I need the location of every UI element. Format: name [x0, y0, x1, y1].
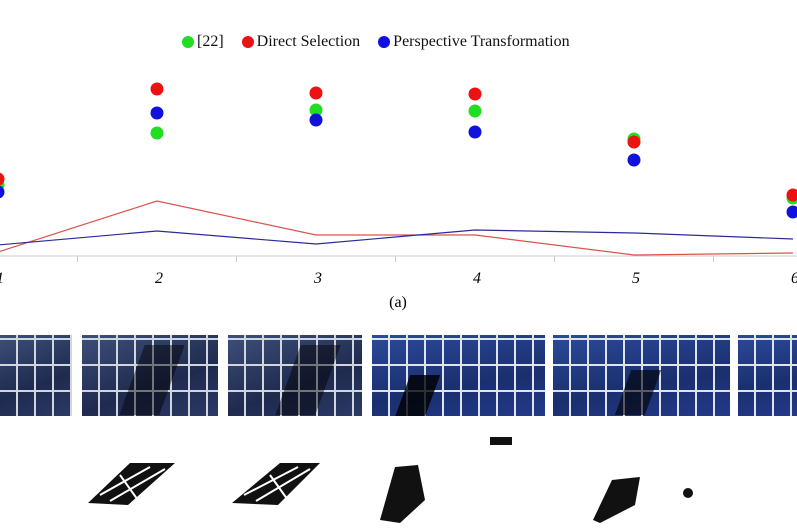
solar-panel-photo: [228, 335, 362, 416]
x-tick-label: 6: [791, 270, 797, 288]
data-point: [0, 172, 5, 186]
shadow-mask: [232, 463, 320, 505]
data-point: [786, 188, 797, 202]
legend-marker-red-icon: [241, 36, 254, 48]
solar-panel-photo: [82, 335, 218, 416]
data-point: [468, 125, 482, 139]
data-point: [309, 86, 323, 100]
x-tick-label: 5: [632, 270, 640, 287]
legend-label: [22]: [197, 33, 224, 50]
legend-marker-blue-icon: [378, 36, 391, 48]
data-point: [150, 106, 164, 120]
shadow-masks: [88, 437, 693, 523]
solar-panel-photo: [738, 335, 797, 416]
x-tick-label: 1: [0, 270, 4, 288]
x-tick-label: 3: [314, 270, 322, 287]
chart-legend: [22] Direct Selection Perspective Transf…: [182, 33, 570, 51]
data-point: [468, 87, 482, 101]
data-point: [309, 113, 323, 127]
data-point: [627, 153, 641, 167]
legend-label: Perspective Transformation: [393, 33, 570, 50]
series-line-perspective-transformation-line-: [0, 229, 794, 246]
figure-caption: (a): [389, 294, 407, 311]
solar-panel-photo: [553, 335, 730, 416]
shadow-mask: [380, 437, 512, 523]
shadow-mask: [593, 477, 693, 523]
series-line-direct-selection-line-: [0, 200, 794, 256]
legend-label: Direct Selection: [256, 33, 361, 50]
shadow-mask: [88, 463, 175, 505]
data-point: [468, 104, 482, 118]
legend-item-direct-selection: Direct Selection: [241, 33, 361, 51]
data-point: [786, 205, 797, 219]
x-tick-label: 4: [473, 270, 481, 287]
solar-panel-photo: [372, 335, 545, 416]
chart-plot: [0, 82, 797, 262]
data-point: [0, 185, 5, 199]
solar-panel-photo: [0, 335, 72, 416]
data-point: [150, 82, 164, 96]
data-point: [309, 103, 323, 117]
legend-marker-green-icon: [182, 36, 194, 48]
data-point: [627, 135, 641, 149]
legend-item-22: [22]: [182, 33, 224, 51]
x-tick-label: 2: [155, 270, 163, 287]
data-point: [150, 126, 164, 140]
legend-item-perspective-transformation: Perspective Transformation: [378, 33, 570, 51]
